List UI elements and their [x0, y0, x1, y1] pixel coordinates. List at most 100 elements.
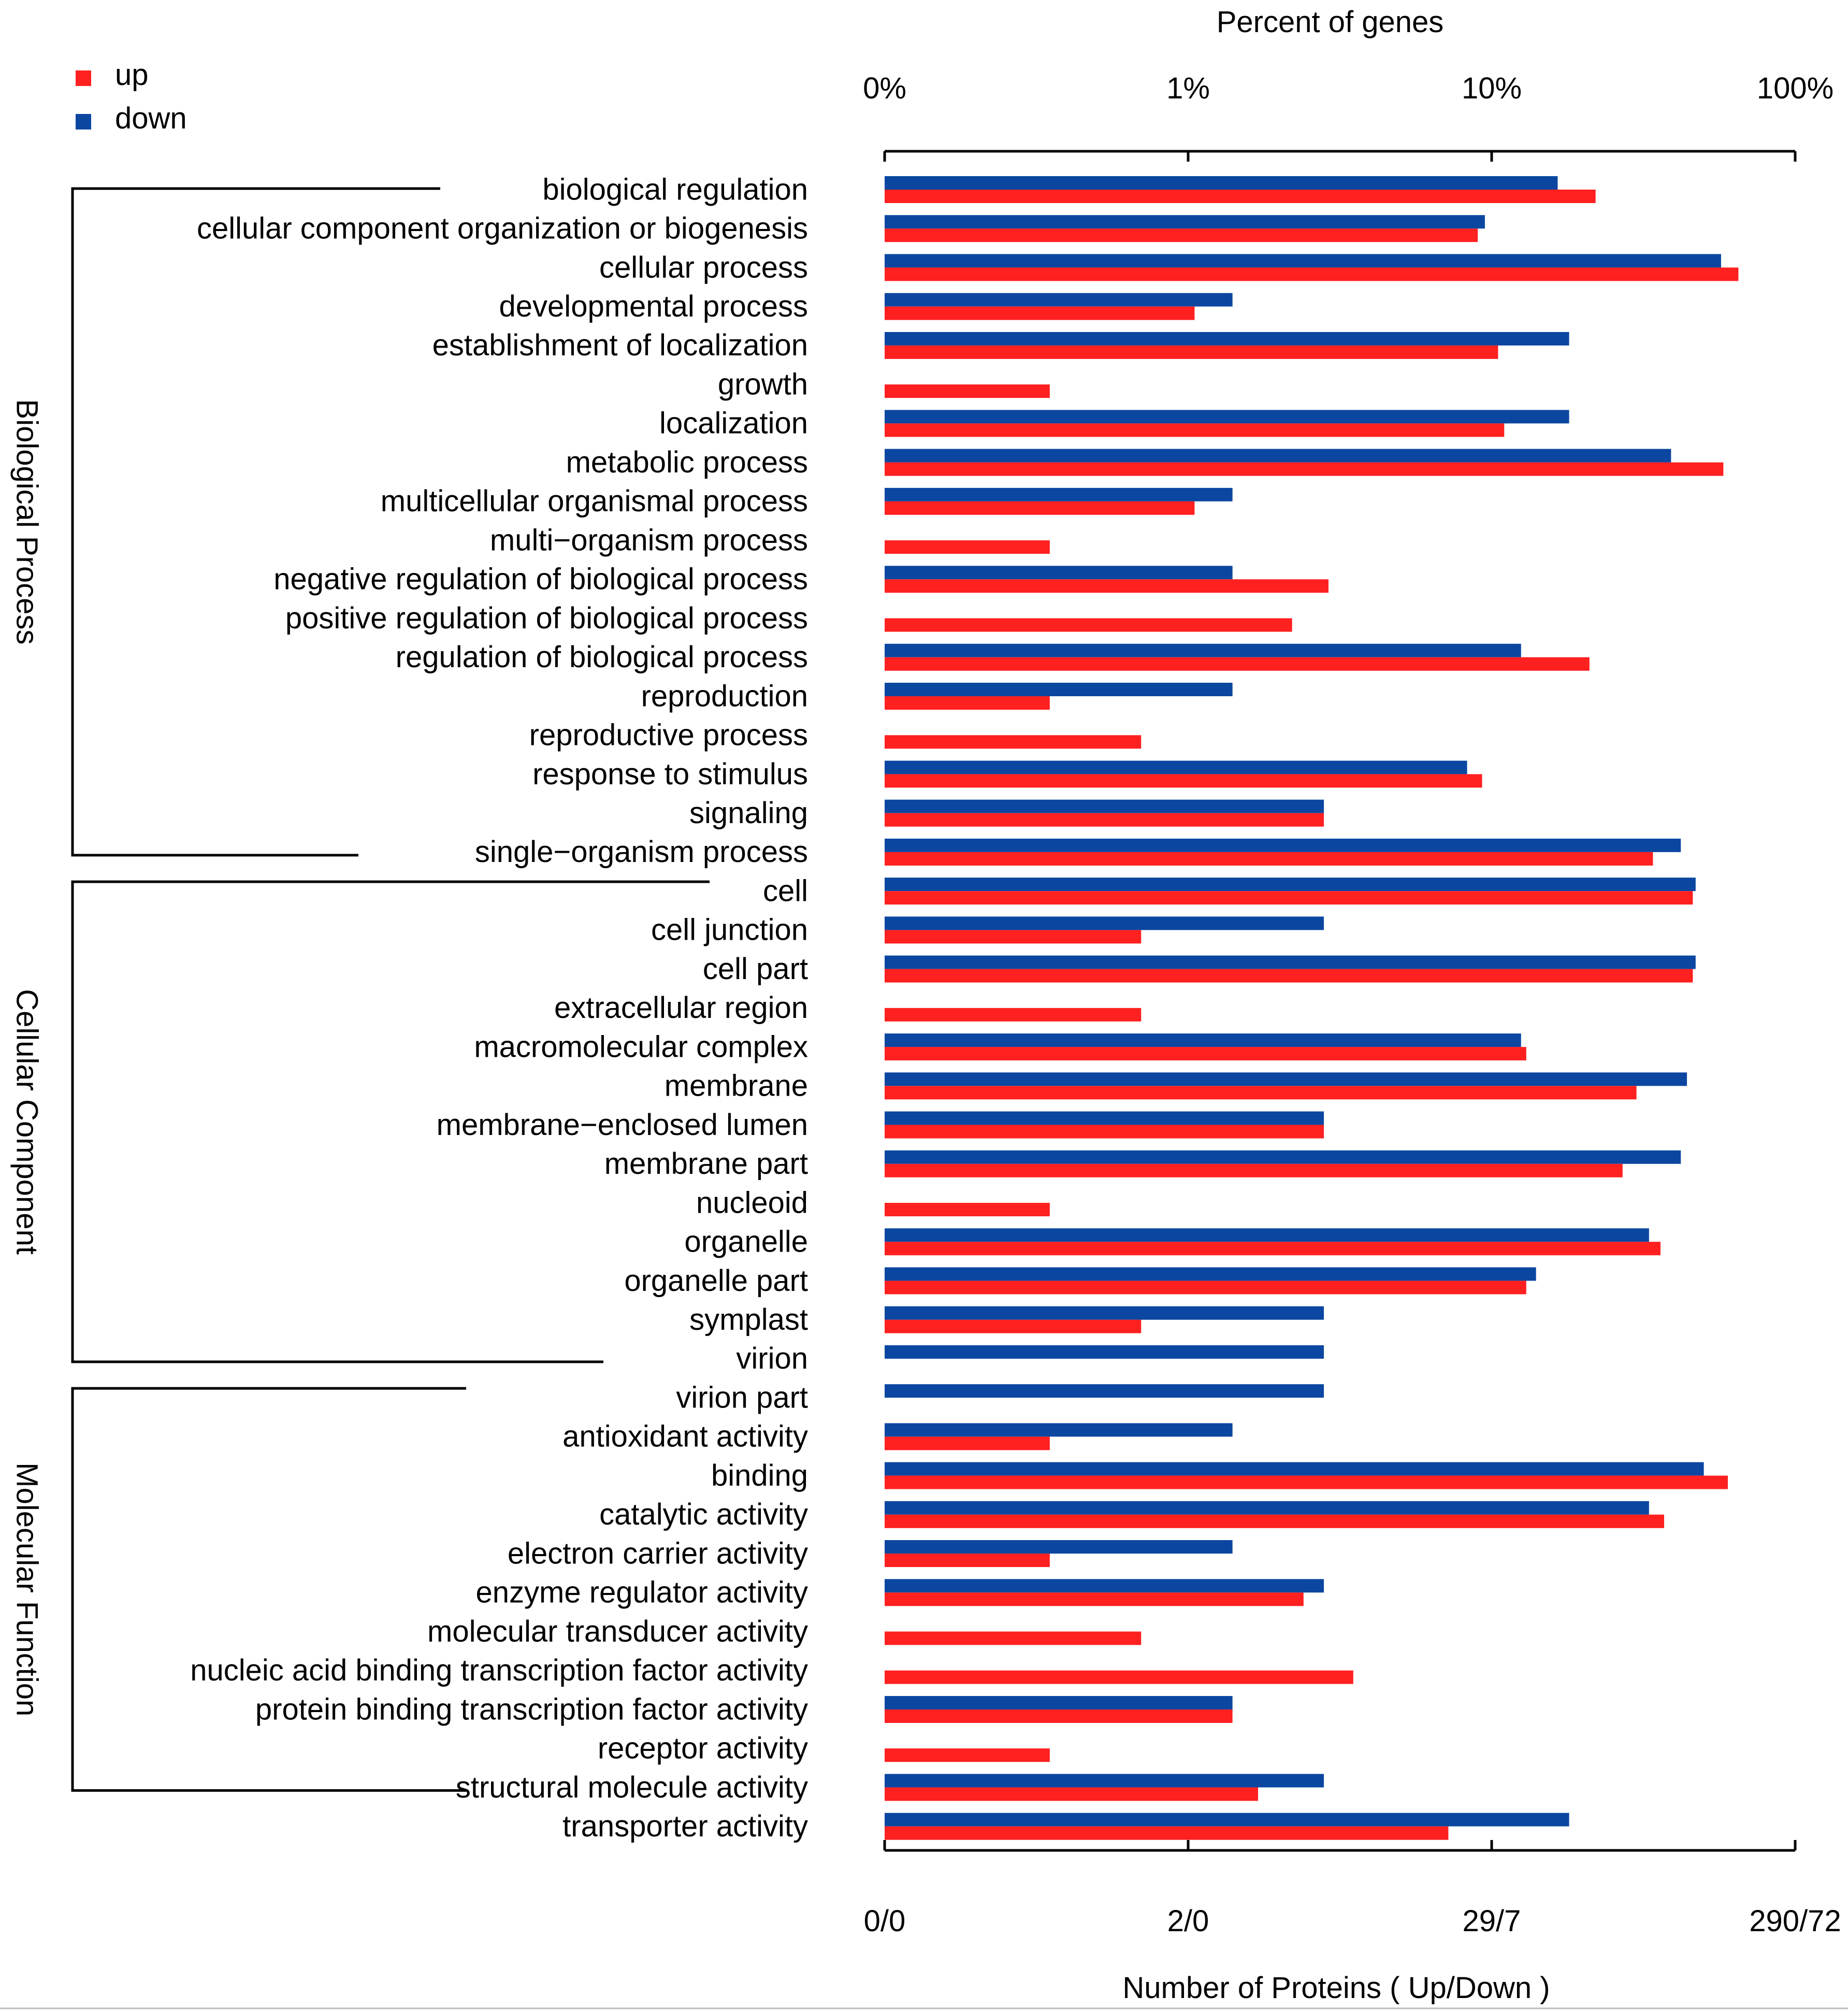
- bar-down: [885, 1579, 1324, 1593]
- category-label: catalytic activity: [599, 1498, 808, 1531]
- category-label: establishment of localization: [432, 328, 808, 362]
- category-label: response to stimulus: [532, 757, 808, 791]
- category-label: virion: [736, 1342, 808, 1375]
- bar-down: [885, 1345, 1324, 1359]
- category-label: reproductive process: [529, 718, 808, 752]
- bar-down: [885, 916, 1324, 930]
- category-label: biological regulation: [542, 173, 808, 206]
- category-label: multi−organism process: [490, 523, 808, 557]
- category-label: transporter activity: [562, 1809, 808, 1843]
- bar-down: [885, 293, 1233, 307]
- category-labels: biological regulation cellular component …: [190, 173, 808, 1843]
- bar-up: [885, 1787, 1259, 1801]
- legend: up down: [76, 58, 187, 135]
- category-label: single−organism process: [475, 835, 808, 869]
- bars: [885, 176, 1739, 1840]
- bar-down: [885, 1384, 1324, 1398]
- bar-up: [885, 345, 1498, 359]
- category-label: membrane−enclosed lumen: [437, 1108, 808, 1142]
- category-label: negative regulation of biological proces…: [273, 563, 808, 596]
- bar-down: [885, 254, 1721, 268]
- bar-down: [885, 1033, 1521, 1047]
- bar-up: [885, 384, 1050, 398]
- bottom-tick-label: 0/0: [864, 1904, 906, 1938]
- bar-down: [885, 643, 1521, 657]
- category-label: binding: [711, 1459, 808, 1492]
- bar-up: [885, 1826, 1449, 1840]
- category-label: virion part: [676, 1381, 808, 1414]
- top-axis-title: Percent of genes: [1217, 5, 1444, 39]
- category-label: reproduction: [641, 679, 808, 713]
- bar-up: [885, 306, 1195, 320]
- bar-down: [885, 176, 1558, 190]
- bar-up: [885, 813, 1324, 827]
- category-label: membrane part: [604, 1147, 808, 1181]
- legend-swatch-up: [76, 70, 91, 86]
- bar-up: [885, 657, 1590, 671]
- bar-up: [885, 1281, 1526, 1295]
- category-label: membrane: [665, 1069, 808, 1103]
- bar-down: [885, 487, 1233, 501]
- bar-up: [885, 1670, 1353, 1684]
- category-label: regulation of biological process: [396, 640, 808, 674]
- bar-up: [885, 1242, 1661, 1256]
- category-label: growth: [718, 367, 808, 401]
- bar-up: [885, 930, 1142, 944]
- category-label: metabolic process: [566, 445, 808, 479]
- bar-up: [885, 969, 1693, 983]
- bar-up: [885, 852, 1653, 866]
- group-bracket: [71, 880, 710, 1363]
- bar-down: [885, 1267, 1536, 1281]
- category-label: molecular transducer activity: [427, 1615, 808, 1648]
- legend-label-up: up: [115, 58, 149, 92]
- bar-up: [885, 1047, 1526, 1061]
- bar-down: [885, 1501, 1649, 1515]
- bar-up: [885, 696, 1050, 710]
- bar-up: [885, 618, 1292, 632]
- bottom-tick-label: 29/7: [1463, 1904, 1521, 1938]
- legend-label-down: down: [115, 102, 187, 135]
- category-label: cell: [763, 874, 808, 908]
- group-label: Molecular Function: [10, 1462, 44, 1716]
- category-label: nucleic acid binding transcription facto…: [190, 1654, 808, 1687]
- bar-down: [885, 1228, 1649, 1242]
- top-tick-label: 100%: [1757, 71, 1833, 105]
- group-brackets: Biological Process Cellular Component Mole…: [10, 187, 710, 1792]
- bar-up: [885, 1086, 1637, 1100]
- category-label: organelle part: [624, 1264, 808, 1298]
- group-bracket: [71, 187, 440, 857]
- category-label: extracellular region: [554, 991, 808, 1025]
- bar-up: [885, 267, 1739, 281]
- group-label: Cellular Component: [10, 989, 44, 1255]
- bar-up: [885, 1514, 1664, 1528]
- bar-up: [885, 423, 1505, 437]
- category-label: positive regulation of biological proces…: [285, 601, 808, 635]
- bar-up: [885, 462, 1724, 476]
- category-label: cell part: [703, 952, 808, 986]
- top-tick-label: 1%: [1166, 71, 1210, 105]
- category-label: macromolecular complex: [474, 1030, 808, 1064]
- top-axis: 0% 1% 10% 100%: [863, 71, 1833, 162]
- bar-up: [885, 1748, 1050, 1762]
- top-tick-label: 0%: [863, 71, 906, 105]
- bar-down: [885, 1540, 1233, 1554]
- bar-down: [885, 878, 1696, 892]
- bar-up: [885, 1592, 1304, 1606]
- bar-up: [885, 891, 1693, 905]
- group-label: Biological Process: [10, 399, 44, 645]
- bar-down: [885, 1462, 1704, 1476]
- bar-down: [885, 1774, 1324, 1788]
- bar-down: [885, 410, 1569, 424]
- bar-up: [885, 735, 1142, 749]
- bar-up: [885, 1319, 1142, 1333]
- category-label: cell junction: [651, 913, 808, 947]
- bar-up: [885, 1008, 1142, 1022]
- bar-up: [885, 1436, 1050, 1450]
- bar-up: [885, 579, 1329, 593]
- top-tick-label: 10%: [1462, 71, 1522, 105]
- bar-up: [885, 1125, 1324, 1139]
- category-label: antioxidant activity: [562, 1420, 808, 1454]
- bar-down: [885, 760, 1467, 774]
- category-label: protein binding transcription factor act…: [255, 1692, 808, 1726]
- bottom-axis: 0/0 2/0 29/7 290/72: [864, 1840, 1841, 1938]
